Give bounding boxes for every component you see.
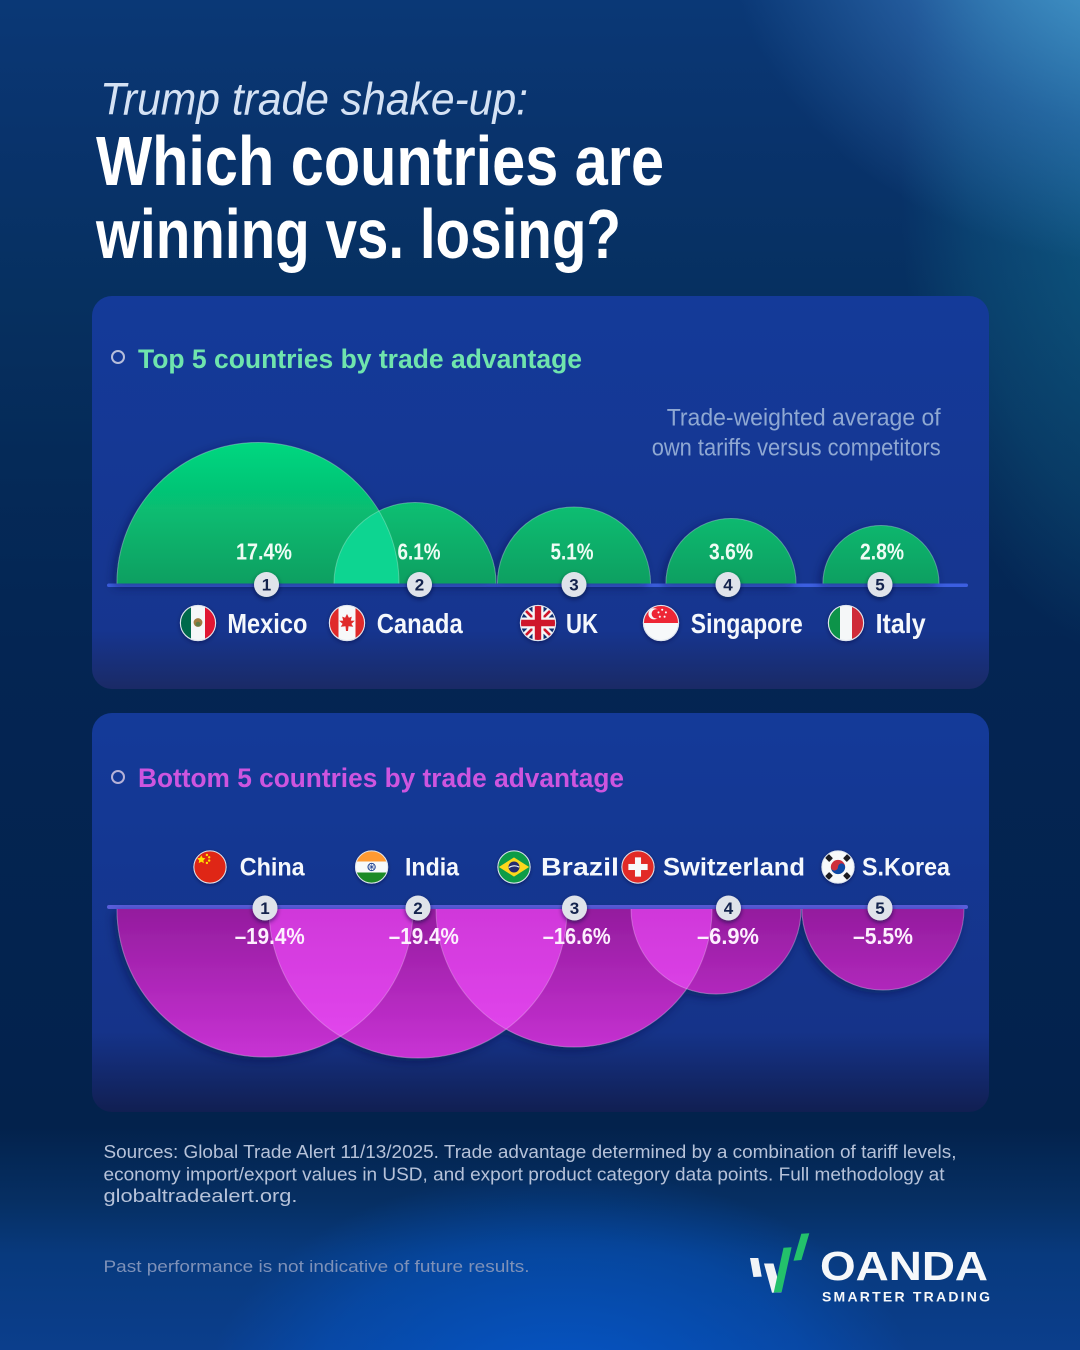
- svg-text:UK: UK: [566, 608, 598, 639]
- svg-text:Past performance is not indica: Past performance is not indicative of fu…: [104, 1257, 530, 1276]
- svg-text:OANDA: OANDA: [820, 1243, 988, 1289]
- svg-text:Switzerland: Switzerland: [663, 854, 805, 882]
- svg-text:globaltradealert.org.: globaltradealert.org.: [104, 1185, 298, 1206]
- svg-text:4: 4: [724, 899, 734, 918]
- svg-text:Italy: Italy: [876, 608, 927, 639]
- svg-text:–5.5%: –5.5%: [853, 923, 913, 949]
- svg-text:5: 5: [875, 899, 884, 918]
- svg-text:Brazil: Brazil: [541, 854, 619, 882]
- svg-text:2: 2: [415, 576, 424, 595]
- svg-text:India: India: [405, 854, 460, 882]
- svg-text:2.8%: 2.8%: [860, 539, 904, 565]
- svg-text:Sources: Global Trade Alert 11: Sources: Global Trade Alert 11/13/2025. …: [104, 1141, 957, 1162]
- svg-text:Mexico: Mexico: [227, 608, 307, 639]
- svg-text:Canada: Canada: [377, 608, 464, 639]
- svg-text:Top 5 countries by trade advan: Top 5 countries by trade advantage: [138, 344, 582, 374]
- svg-text:1: 1: [262, 576, 271, 595]
- svg-text:Singapore: Singapore: [691, 608, 803, 639]
- svg-text:Trade-weighted average of: Trade-weighted average of: [667, 405, 941, 432]
- svg-text:5: 5: [875, 576, 884, 595]
- svg-text:3: 3: [569, 576, 578, 595]
- svg-text:SMARTER TRADING: SMARTER TRADING: [822, 1289, 990, 1305]
- svg-text:economy import/export values i: economy import/export values in USD, and…: [104, 1164, 945, 1185]
- svg-text:Trump trade shake-up:: Trump trade shake-up:: [100, 74, 528, 125]
- svg-text:–19.4%: –19.4%: [389, 923, 459, 949]
- svg-text:–6.9%: –6.9%: [697, 923, 759, 949]
- svg-text:own tariffs versus competitors: own tariffs versus competitors: [652, 435, 941, 462]
- svg-text:China: China: [240, 854, 306, 882]
- svg-text:5.1%: 5.1%: [551, 539, 594, 565]
- svg-text:2: 2: [413, 899, 422, 918]
- svg-text:–19.4%: –19.4%: [235, 923, 305, 949]
- svg-text:winning vs. losing?: winning vs. losing?: [95, 195, 621, 273]
- svg-text:1: 1: [260, 899, 269, 918]
- svg-text:3: 3: [570, 899, 579, 918]
- svg-text:3.6%: 3.6%: [709, 539, 753, 565]
- svg-text:Which countries are: Which countries are: [96, 122, 664, 200]
- svg-text:S.Korea: S.Korea: [862, 854, 951, 882]
- svg-text:17.4%: 17.4%: [236, 539, 292, 565]
- svg-text:6.1%: 6.1%: [398, 539, 441, 565]
- svg-text:4: 4: [723, 576, 733, 595]
- svg-text:–16.6%: –16.6%: [543, 923, 611, 949]
- svg-text:Bottom 5 countries by trade ad: Bottom 5 countries by trade advantage: [138, 763, 624, 793]
